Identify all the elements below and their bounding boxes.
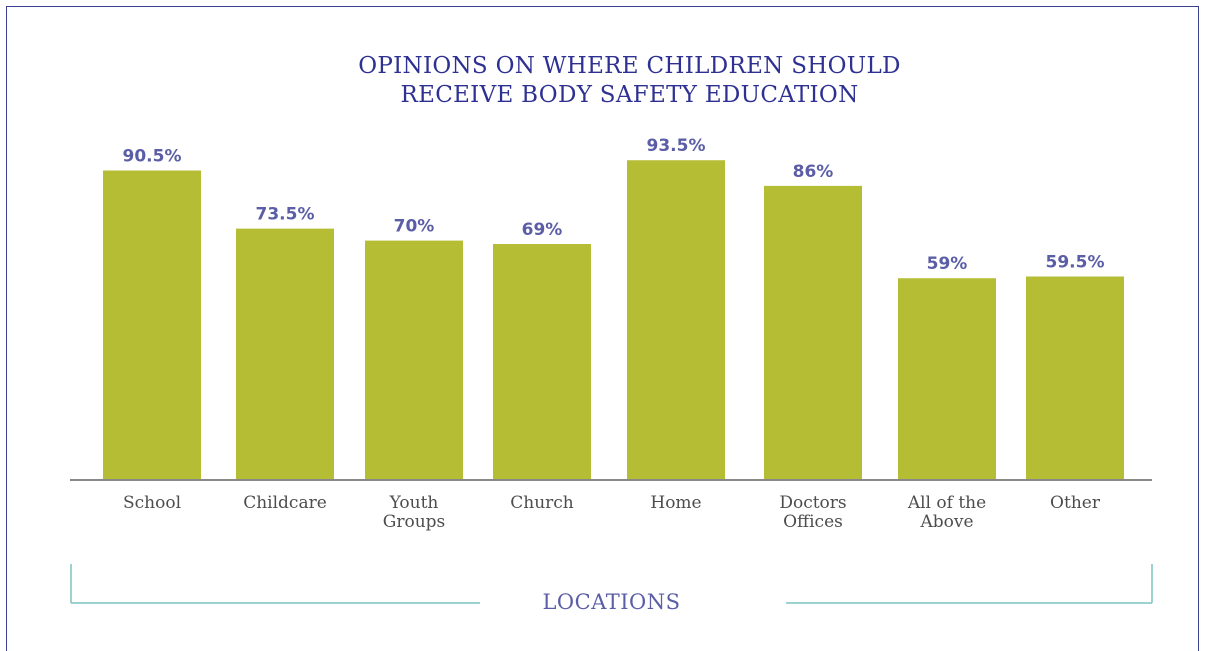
chart-title: OPINIONS ON WHERE CHILDREN SHOULD RECEIV… xyxy=(0,52,1207,110)
category-label-0-line-0: School xyxy=(123,493,181,513)
bar-value-label-2: 70% xyxy=(394,217,435,237)
bar-value-label-6: 59% xyxy=(927,254,968,274)
bar-value-label-5: 86% xyxy=(793,162,834,182)
category-label-6: All of the Above xyxy=(907,493,986,532)
category-label-2: Youth Groups xyxy=(383,493,446,532)
labels-layer: 90.5% School 73.5% Childcare 70% Youth Groups 6… xyxy=(123,136,1105,532)
category-label-6-line-0: All of the xyxy=(907,493,986,513)
category-label-1: Childcare xyxy=(243,493,327,513)
chart-title-line-2: RECEIVE BODY SAFETY EDUCATION xyxy=(400,82,859,108)
bar-7 xyxy=(1026,276,1124,480)
bar-value-label-1: 73.5% xyxy=(256,205,315,225)
category-label-4: Home xyxy=(650,493,701,513)
bar-1 xyxy=(236,228,334,480)
category-label-3-line-0: Church xyxy=(510,493,574,513)
category-label-0: School xyxy=(123,493,181,513)
bars-layer xyxy=(103,160,1124,481)
category-label-4-line-0: Home xyxy=(650,493,701,513)
bar-5 xyxy=(764,185,862,480)
bar-value-label-3: 69% xyxy=(522,220,563,240)
x-axis-title: LOCATIONS xyxy=(542,590,681,614)
bar-value-label-0: 90.5% xyxy=(123,146,182,166)
bar-2 xyxy=(365,240,463,480)
category-label-6-line-1: Above xyxy=(919,512,973,532)
category-label-5: Doctors Offices xyxy=(779,493,846,532)
bar-0 xyxy=(103,170,201,481)
category-label-5-line-0: Doctors xyxy=(779,493,846,513)
bar-value-label-7: 59.5% xyxy=(1046,253,1105,273)
category-label-1-line-0: Childcare xyxy=(243,493,327,513)
chart-frame xyxy=(6,6,1199,651)
category-label-7: Other xyxy=(1050,493,1101,513)
category-label-3: Church xyxy=(510,493,574,513)
chart-title-line-1: OPINIONS ON WHERE CHILDREN SHOULD xyxy=(358,53,901,79)
bar-6 xyxy=(898,278,996,480)
category-label-2-line-1: Groups xyxy=(383,512,446,532)
bar-4 xyxy=(627,160,725,481)
category-label-5-line-1: Offices xyxy=(783,512,843,532)
bar-3 xyxy=(493,244,591,480)
category-label-7-line-0: Other xyxy=(1050,493,1101,513)
x-axis-bracket xyxy=(70,564,1153,604)
category-label-2-line-0: Youth xyxy=(389,493,439,513)
bar-value-label-4: 93.5% xyxy=(647,136,706,156)
